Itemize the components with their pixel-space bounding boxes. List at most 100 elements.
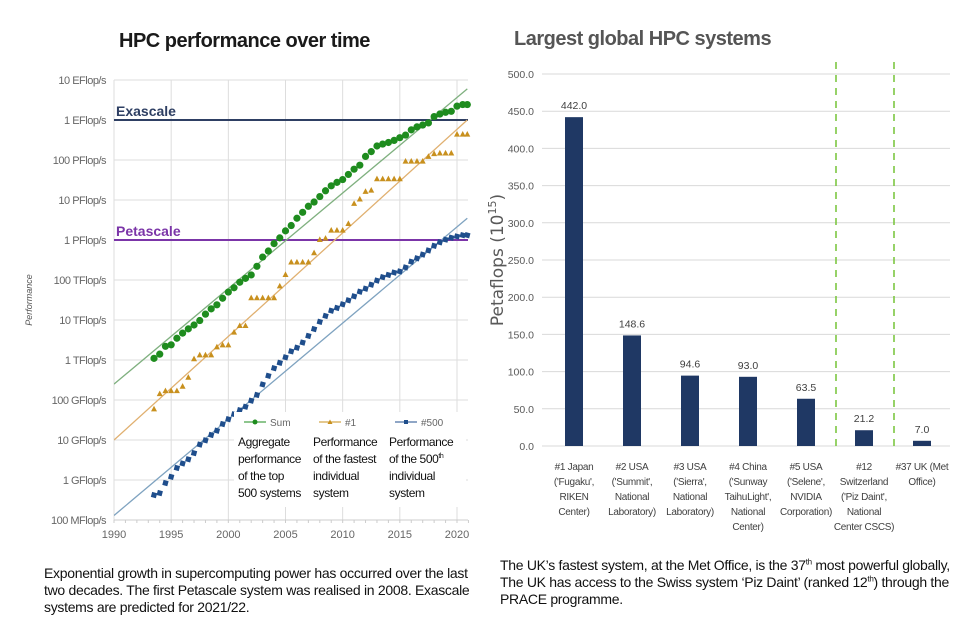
data-point-sum: [201, 310, 210, 318]
legend-description-line: Performance: [313, 435, 378, 449]
data-point-sum: [264, 247, 272, 255]
x-tick-label: 1995: [159, 529, 183, 541]
data-point-sum: [316, 192, 324, 201]
data-point-sum: [236, 278, 244, 286]
data-point-first: [436, 149, 443, 156]
data-point-500th: [390, 269, 398, 276]
right-caption-part2: most powerful globally, The UK has acces…: [500, 557, 950, 590]
data-point-sum: [304, 202, 312, 210]
data-point-sum: [344, 170, 352, 179]
bar-data-label: 94.6: [680, 359, 701, 371]
trend-line-0: [114, 88, 468, 385]
data-point-500th: [299, 339, 306, 346]
bar: [623, 335, 641, 446]
data-point-first: [368, 186, 375, 193]
category-label: #5 USA: [790, 462, 823, 473]
legend-description-line: 500 systems: [238, 486, 301, 500]
y-tick-label: 350.0: [508, 181, 534, 193]
legend-description-line: performance: [238, 452, 302, 466]
data-point-500th: [328, 307, 335, 314]
data-point-500th: [202, 437, 209, 444]
data-point-sum: [184, 325, 192, 333]
data-point-sum: [430, 112, 438, 121]
data-point-first: [265, 294, 272, 301]
bar: [565, 117, 583, 446]
data-point-first: [385, 175, 392, 182]
y-tick-label: 1 PFlop/s: [64, 235, 107, 247]
data-point-first: [202, 351, 209, 358]
category-label: Center): [732, 522, 763, 533]
data-point-first: [208, 351, 215, 358]
data-point-sum: [384, 138, 392, 147]
data-point-sum: [196, 316, 204, 325]
x-tick-label: 2005: [273, 529, 297, 541]
data-point-sum: [424, 119, 433, 127]
category-label: National: [673, 492, 707, 503]
data-point-sum: [356, 161, 364, 169]
category-label: ('Summit',: [612, 477, 653, 488]
data-point-sum: [407, 126, 415, 134]
legend-marker-first: [327, 419, 333, 424]
data-point-first: [156, 390, 163, 397]
data-point-first: [242, 322, 249, 329]
y-tick-label: 10 GFlop/s: [57, 435, 107, 447]
data-point-first: [162, 387, 169, 394]
category-label: Center CSCS): [834, 522, 894, 533]
trend-line-2: [114, 217, 468, 516]
data-point-sum: [361, 152, 370, 161]
data-point-500th: [373, 277, 381, 284]
data-point-500th: [322, 312, 329, 320]
data-point-first: [196, 351, 203, 358]
category-label: Laboratory): [608, 507, 656, 518]
data-point-first: [305, 258, 312, 265]
data-point-sum: [339, 175, 347, 184]
x-tick-label: 2010: [330, 529, 354, 541]
category-label: ('Sunway: [729, 477, 768, 488]
data-point-500th: [185, 456, 192, 463]
data-point-sum: [419, 121, 427, 129]
data-point-sum: [276, 234, 284, 242]
data-point-sum: [447, 107, 455, 115]
data-point-first: [316, 236, 323, 242]
legend-marker-500th: [404, 420, 408, 424]
data-point-sum: [287, 221, 295, 230]
data-point-sum: [241, 274, 250, 282]
data-point-500th: [362, 285, 369, 292]
legend-background: [234, 412, 466, 507]
data-point-sum: [299, 208, 307, 216]
data-point-first: [454, 130, 460, 137]
right-caption-sup2: th: [867, 574, 874, 584]
data-point-500th: [442, 236, 449, 243]
hpc-performance-chart: 100 MFlop/s 1 GFlop/s 10 GFlop/s 100 GFlop/…: [24, 75, 471, 541]
legend-description-line: of the fastest: [313, 452, 377, 466]
reference-label-petascale: Petascale: [116, 223, 181, 239]
y-tick-label: 50.0: [514, 404, 535, 416]
data-point-sum: [167, 341, 175, 349]
data-point-first: [253, 294, 260, 301]
category-label: #4 China: [729, 462, 767, 473]
bar: [739, 376, 757, 446]
data-point-500th: [270, 364, 278, 372]
category-label: ('Fugaku',: [554, 477, 594, 488]
data-point-sum: [441, 108, 450, 116]
data-point-500th: [345, 297, 352, 304]
data-point-sum: [190, 321, 198, 329]
data-point-first: [271, 294, 278, 301]
data-point-500th: [310, 325, 318, 333]
data-point-sum: [247, 271, 255, 279]
y-tick-label: 300.0: [508, 218, 534, 230]
data-point-sum: [150, 354, 158, 362]
y-axis-label: Petaflops (1015): [486, 194, 508, 326]
y-tick-label: 450.0: [508, 106, 534, 118]
bar: [797, 398, 815, 446]
right-caption-sup1: th: [805, 557, 812, 567]
data-point-sum: [213, 301, 221, 309]
bar-data-label: 21.2: [854, 413, 875, 425]
data-point-first: [293, 258, 300, 265]
bar: [681, 375, 699, 446]
data-point-500th: [333, 304, 341, 312]
category-label: #3 USA: [674, 462, 707, 473]
data-point-first: [299, 258, 306, 265]
data-point-500th: [265, 372, 272, 379]
data-point-first: [345, 220, 352, 227]
